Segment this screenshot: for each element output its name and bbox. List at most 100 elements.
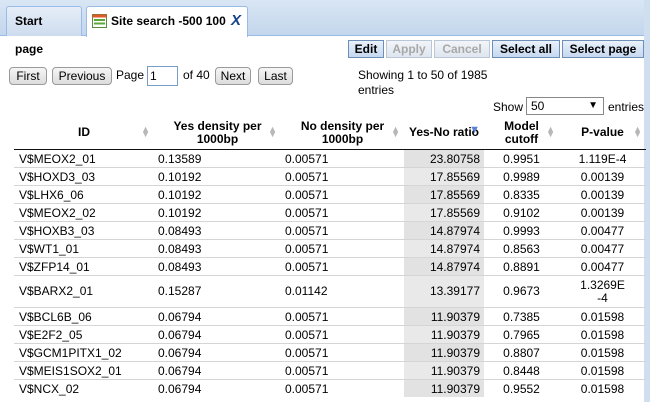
- p-value-cell: 1.3269E -4: [559, 275, 646, 308]
- sort-icon: ▲ ▼: [391, 124, 400, 139]
- next-page-button[interactable]: Next: [215, 67, 251, 85]
- yes-density-cell: 0.06794: [154, 307, 281, 326]
- id-cell: V$HOXB3_03: [14, 221, 154, 240]
- table-icon: [92, 14, 107, 28]
- no-density-cell: 0.00571: [281, 257, 404, 276]
- previous-page-button[interactable]: Previous: [52, 67, 112, 85]
- table-row[interactable]: V$MEOX2_01 0.13589 0.00571 23.80758 0.9951 1.…: [14, 149, 646, 168]
- tab-bar: Start page Site search -500 100 X: [0, 0, 650, 56]
- model-cutoff-cell: 0.7385: [484, 307, 559, 326]
- sort-descending-icon: ▼: [469, 124, 480, 136]
- p-value-cell: 0.01598: [559, 379, 646, 397]
- yes-no-ratio-cell: 11.90379: [404, 307, 484, 326]
- page-size-value: 50: [531, 99, 545, 113]
- tab-start-page[interactable]: Start page: [6, 6, 82, 56]
- table-row[interactable]: V$WT1_01 0.08493 0.00571 14.87974 0.8563 0.00…: [14, 239, 646, 258]
- page-label: Page: [116, 68, 145, 82]
- select-page-button[interactable]: Select page: [562, 40, 644, 58]
- id-cell: V$NCX_02: [14, 379, 154, 397]
- no-density-cell: 0.01142: [281, 275, 404, 308]
- p-value-cell: 0.01598: [559, 307, 646, 326]
- edit-button[interactable]: Edit: [348, 40, 384, 58]
- model-cutoff-cell: 0.8448: [484, 361, 559, 380]
- id-cell: V$GCM1PITX1_02: [14, 343, 154, 362]
- column-header-no-density[interactable]: No density per 1000bp ▲ ▼: [281, 116, 404, 150]
- yes-no-ratio-cell: 11.90379: [404, 361, 484, 380]
- table-row[interactable]: V$BCL6B_06 0.06794 0.00571 11.90379 0.7385 0.…: [14, 307, 646, 326]
- table-row[interactable]: V$LHX6_06 0.10192 0.00571 17.85569 0.8335 0.0…: [14, 185, 646, 204]
- no-density-cell: 0.00571: [281, 149, 404, 168]
- p-value-cell: 0.01598: [559, 361, 646, 380]
- p-value-cell: 0.00139: [559, 203, 646, 222]
- id-cell: V$ZFP14_01: [14, 257, 154, 276]
- yes-density-cell: 0.06794: [154, 361, 281, 380]
- sort-icon: ▲ ▼: [268, 124, 277, 139]
- id-cell: V$MEIS1SOX2_01: [14, 361, 154, 380]
- sort-icon: ▲ ▼: [633, 124, 642, 139]
- chevron-down-icon: ▼: [588, 100, 598, 111]
- yes-density-cell: 0.06794: [154, 379, 281, 397]
- yes-density-cell: 0.10192: [154, 203, 281, 222]
- page-number-input[interactable]: [147, 66, 178, 86]
- no-density-cell: 0.00571: [281, 379, 404, 397]
- id-cell: V$BCL6B_06: [14, 307, 154, 326]
- yes-no-ratio-cell: 11.90379: [404, 379, 484, 397]
- page-count-label: of 40: [183, 68, 210, 82]
- table-row[interactable]: V$E2F2_05 0.06794 0.00571 11.90379 0.7965 0.0…: [14, 325, 646, 344]
- scroll-edge: [644, 0, 650, 402]
- model-cutoff-cell: 0.7965: [484, 325, 559, 344]
- table-header-row: ID ▲ ▼ Yes density per 1000bp ▲ ▼ No density…: [14, 116, 646, 150]
- close-icon[interactable]: X: [230, 12, 241, 29]
- model-cutoff-cell: 0.8891: [484, 257, 559, 276]
- yes-density-cell: 0.15287: [154, 275, 281, 308]
- no-density-cell: 0.00571: [281, 361, 404, 380]
- yes-no-ratio-cell: 11.90379: [404, 343, 484, 362]
- no-density-cell: 0.00571: [281, 325, 404, 344]
- table-row[interactable]: V$MEOX2_02 0.10192 0.00571 17.85569 0.9102 0.…: [14, 203, 646, 222]
- last-page-button[interactable]: Last: [258, 67, 293, 85]
- apply-button[interactable]: Apply: [386, 40, 432, 58]
- yes-density-cell: 0.08493: [154, 239, 281, 258]
- model-cutoff-cell: 0.8807: [484, 343, 559, 362]
- column-header-p-value[interactable]: P-value ▲ ▼: [559, 116, 646, 150]
- column-header-model-cutoff[interactable]: Model cutoff ▲ ▼: [484, 116, 559, 150]
- id-cell: V$BARX2_01: [14, 275, 154, 308]
- yes-no-ratio-cell: 17.85569: [404, 203, 484, 222]
- p-value-cell: 0.00477: [559, 257, 646, 276]
- p-value-cell: 0.00477: [559, 239, 646, 258]
- no-density-cell: 0.00571: [281, 221, 404, 240]
- page-size-select[interactable]: 50 ▼: [526, 97, 604, 115]
- yes-density-cell: 0.10192: [154, 167, 281, 186]
- yes-density-cell: 0.08493: [154, 257, 281, 276]
- column-header-id[interactable]: ID ▲ ▼: [14, 116, 154, 150]
- sort-icon: ▲ ▼: [546, 124, 555, 139]
- table-row[interactable]: V$BARX2_01 0.15287 0.01142 13.39177 0.9673 1.…: [14, 275, 646, 308]
- p-value-cell: 0.00139: [559, 185, 646, 204]
- yes-density-cell: 0.06794: [154, 325, 281, 344]
- id-cell: V$WT1_01: [14, 239, 154, 258]
- first-page-button[interactable]: First: [9, 67, 47, 85]
- p-value-cell: 0.00477: [559, 221, 646, 240]
- table-row[interactable]: V$GCM1PITX1_02 0.06794 0.00571 11.90379 0.88…: [14, 343, 646, 362]
- table-row[interactable]: V$HOXD3_03 0.10192 0.00571 17.85569 0.9989 0.…: [14, 167, 646, 186]
- tab-site-search[interactable]: Site search -500 100 X: [86, 6, 248, 37]
- model-cutoff-cell: 0.9102: [484, 203, 559, 222]
- yes-no-ratio-cell: 23.80758: [404, 149, 484, 168]
- id-cell: V$LHX6_06: [14, 185, 154, 204]
- model-cutoff-cell: 0.8335: [484, 185, 559, 204]
- select-all-button[interactable]: Select all: [492, 40, 560, 58]
- show-label: Show: [493, 100, 524, 114]
- cancel-button[interactable]: Cancel: [434, 40, 490, 58]
- table-row[interactable]: V$MEIS1SOX2_01 0.06794 0.00571 11.90379 0.84…: [14, 361, 646, 380]
- no-density-cell: 0.00571: [281, 203, 404, 222]
- table-row[interactable]: V$HOXB3_03 0.08493 0.00571 14.87974 0.9993 0.…: [14, 221, 646, 240]
- table-row[interactable]: V$NCX_02 0.06794 0.00571 11.90379 0.9552 0.01…: [14, 379, 646, 397]
- yes-no-ratio-cell: 11.90379: [404, 325, 484, 344]
- entries-label: entries: [608, 100, 645, 114]
- column-header-yes-no-ratio[interactable]: Yes-No ratio ▼: [404, 116, 484, 150]
- p-value-cell: 0.01598: [559, 325, 646, 344]
- column-header-yes-density[interactable]: Yes density per 1000bp ▲ ▼: [154, 116, 281, 150]
- yes-no-ratio-cell: 14.87974: [404, 221, 484, 240]
- table-row[interactable]: V$ZFP14_01 0.08493 0.00571 14.87974 0.8891 0.…: [14, 257, 646, 276]
- model-cutoff-cell: 0.8563: [484, 239, 559, 258]
